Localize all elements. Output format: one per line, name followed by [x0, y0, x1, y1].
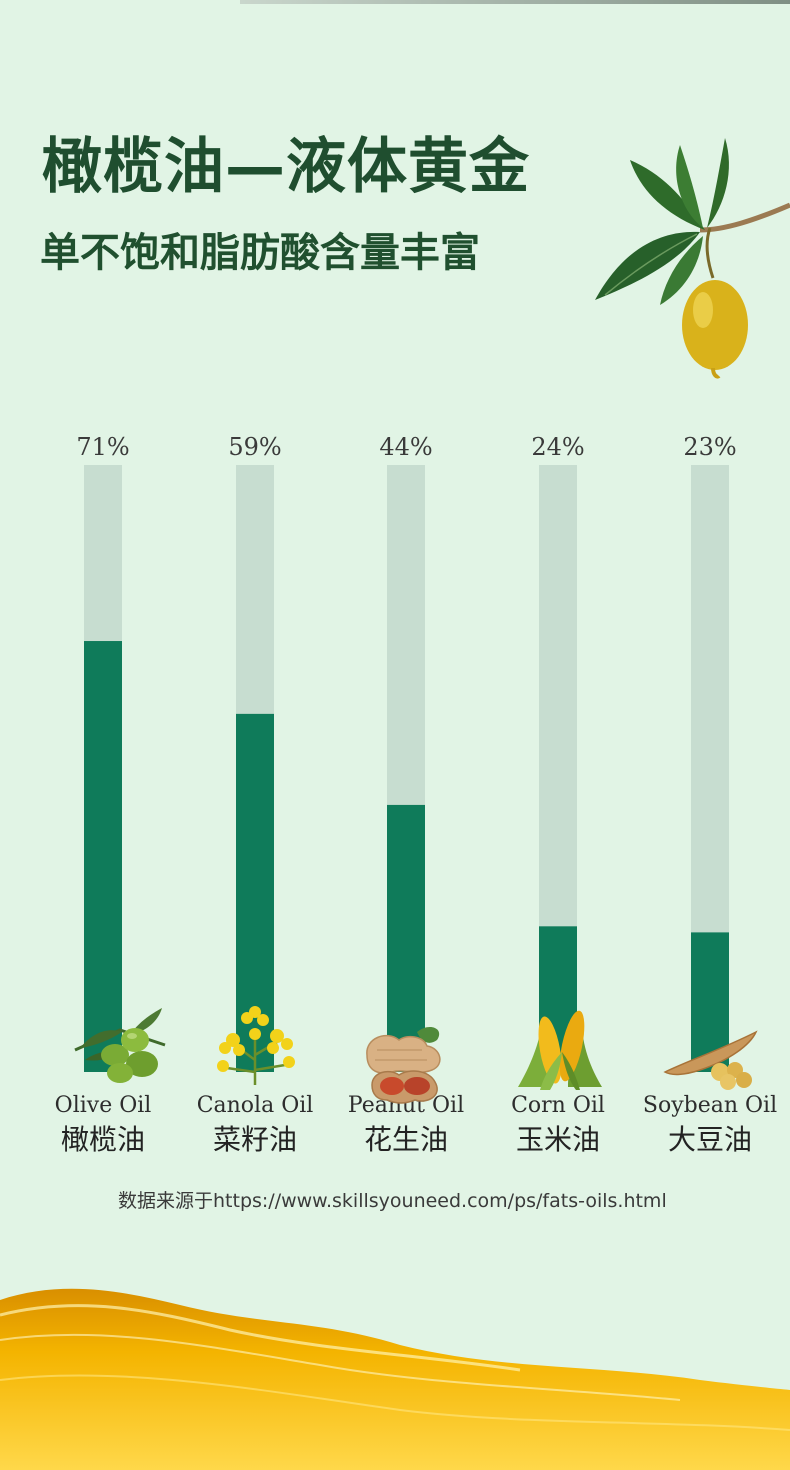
value-label: 24% [531, 433, 584, 461]
category-label-cn: 花生油 [364, 1123, 448, 1156]
bar [84, 641, 122, 1072]
category-label-cn: 橄榄油 [61, 1123, 145, 1156]
category-label: Corn Oil [511, 1093, 605, 1118]
top-divider [240, 0, 790, 4]
value-label: 71% [76, 433, 129, 461]
value-label: 44% [379, 433, 432, 461]
canola-flower-icon [217, 1006, 295, 1085]
peanut-icon [366, 1026, 441, 1104]
corn-icon [518, 1010, 602, 1090]
category-label: Soybean Oil [643, 1093, 777, 1118]
olive-branch-icon [595, 138, 790, 379]
olives-icon [74, 1008, 166, 1083]
value-label: 23% [683, 433, 736, 461]
category-label: Canola Oil [197, 1093, 314, 1118]
bar [387, 804, 425, 1072]
soybean-icon [663, 1030, 758, 1090]
page-title: 橄榄油—液体黄金 [42, 132, 530, 202]
category-label-cn: 菜籽油 [213, 1123, 297, 1156]
category-label-cn: 大豆油 [668, 1123, 752, 1156]
category-label-cn: 玉米油 [516, 1123, 600, 1156]
category-label: Olive Oil [55, 1093, 152, 1118]
oil-wave-decoration [0, 1288, 790, 1470]
value-label: 59% [228, 433, 281, 461]
data-source-note: 数据来源于https://www.skillsyouneed.com/ps/fa… [118, 1190, 667, 1212]
page-subtitle: 单不饱和脂肪酸含量丰富 [40, 230, 480, 276]
